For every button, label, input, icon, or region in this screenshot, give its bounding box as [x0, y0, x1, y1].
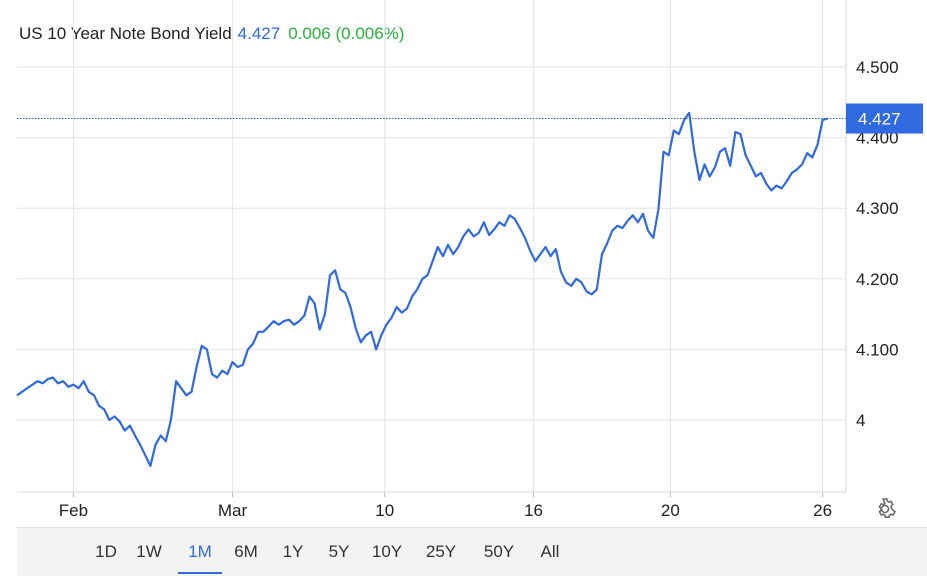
last-value-label: 4.427: [858, 110, 901, 129]
range-selector: 1D 1W 1M 6M 1Y 5Y 10Y 25Y 50Y All: [17, 527, 927, 576]
range-button-5y[interactable]: 5Y: [328, 542, 350, 561]
range-button-1m[interactable]: 1M: [178, 528, 222, 574]
y-tick-label: 4.500: [856, 58, 899, 77]
value-change: 0.006 (0.006%): [288, 24, 405, 43]
series-line: [16, 111, 829, 467]
y-tick-label: 4: [856, 411, 865, 430]
price-tag-layer: 4.427: [17, 103, 923, 134]
gear-icon[interactable]: [873, 497, 897, 521]
range-button-50y[interactable]: 50Y: [483, 542, 515, 561]
range-button-1w[interactable]: 1W: [136, 542, 162, 561]
current-value: 4.427: [237, 24, 281, 43]
instrument-name: US 10 Year Note Bond Yield: [19, 24, 232, 43]
y-tick-label: 4.300: [856, 199, 899, 218]
x-tick-label: Mar: [218, 501, 248, 520]
range-button-25y[interactable]: 25Y: [425, 542, 457, 561]
x-tick-label: 20: [661, 501, 680, 520]
range-button-all[interactable]: All: [540, 542, 560, 561]
x-tick-label: 16: [524, 501, 543, 520]
range-button-1d[interactable]: 1D: [95, 542, 117, 561]
series-layer: [16, 111, 829, 467]
x-tick-label: 26: [813, 501, 832, 520]
chart-grid: [17, 0, 846, 492]
chart-title-row: US 10 Year Note Bond Yield 4.427 0.006 (0.…: [19, 24, 404, 44]
y-tick-label: 4.100: [856, 340, 899, 359]
range-button-10y[interactable]: 10Y: [371, 542, 403, 561]
y-tick-label: 4.200: [856, 270, 899, 289]
range-button-6m[interactable]: 6M: [234, 542, 258, 561]
x-tick-label: Feb: [59, 501, 88, 520]
last-value-tag: [846, 103, 923, 134]
range-button-1y[interactable]: 1Y: [282, 542, 304, 561]
x-tick-label: 10: [375, 501, 394, 520]
